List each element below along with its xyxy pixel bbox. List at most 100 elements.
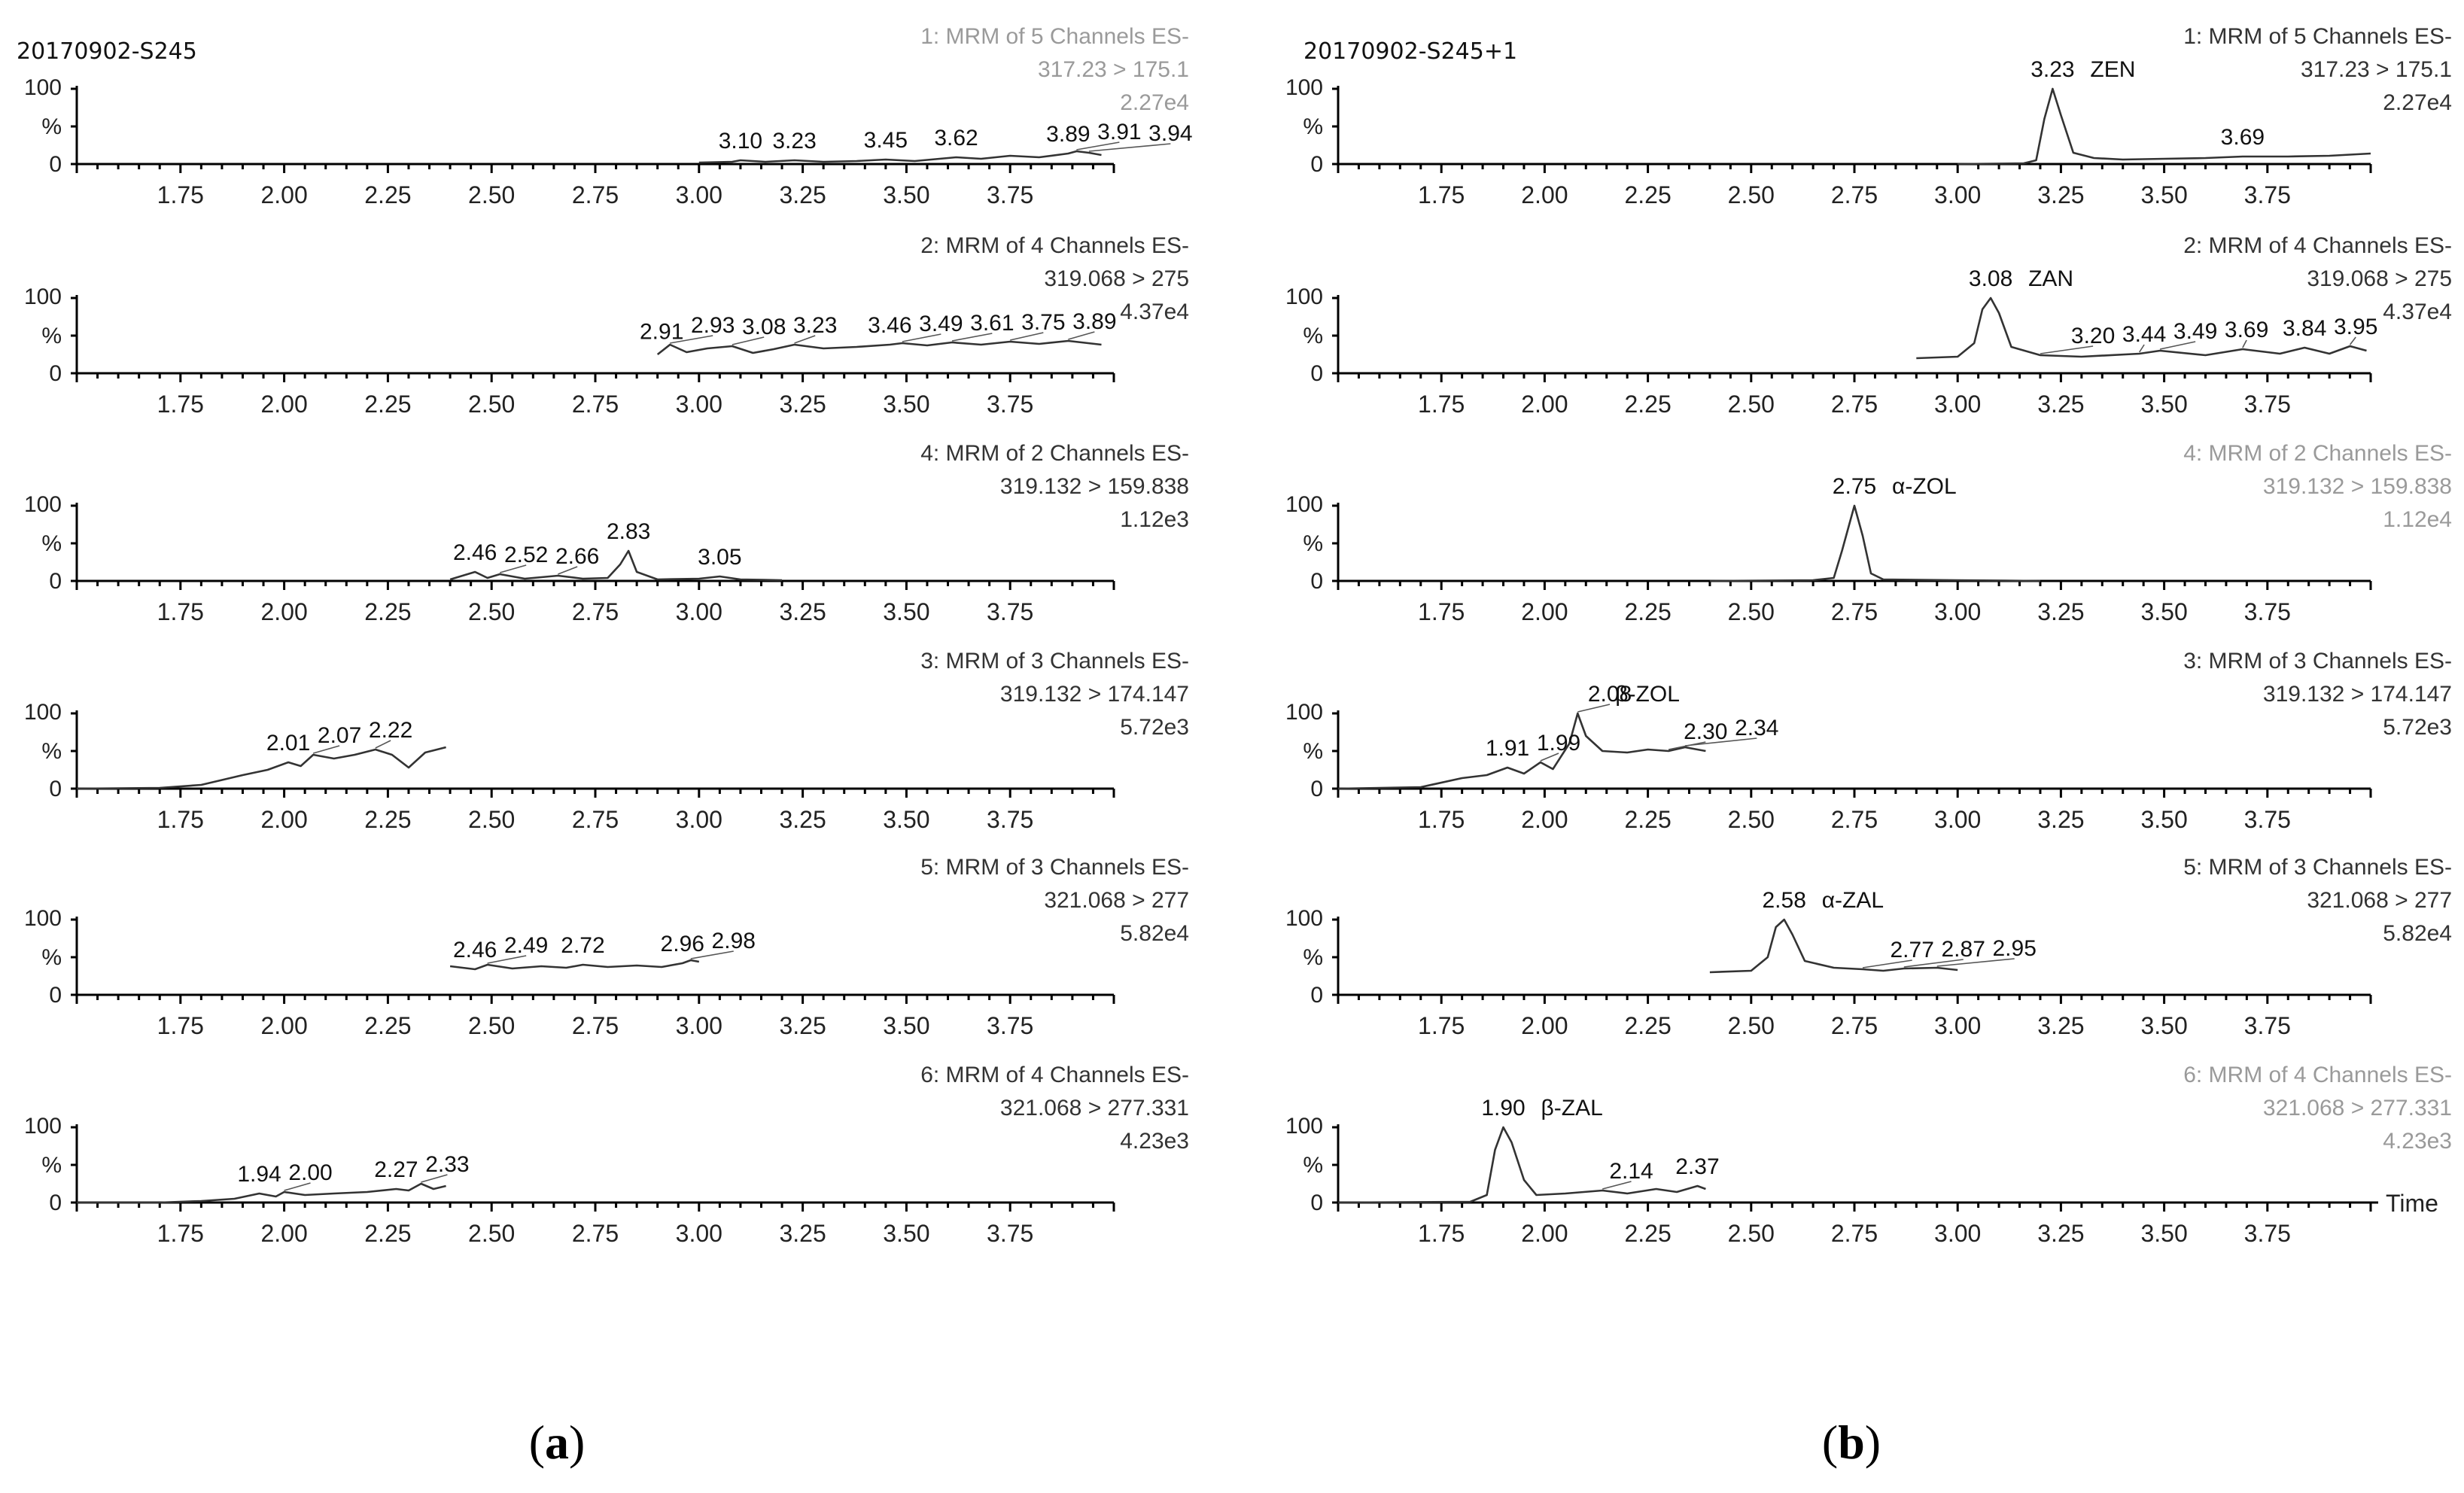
x-tick-label: 3.00 xyxy=(1934,806,1981,833)
x-tick-label: 2.00 xyxy=(260,1220,307,1247)
x-tick-label: 1.75 xyxy=(1418,598,1465,625)
peak-label: 3.89 xyxy=(1072,309,1116,334)
x-tick-label: 2.75 xyxy=(572,1220,619,1247)
peak-leader xyxy=(375,740,391,749)
trace-info-line: 6: MRM of 4 Channels ES- xyxy=(2183,1063,2452,1087)
panel-label-a: (a) xyxy=(529,1415,586,1469)
compound-label: ZEN xyxy=(2090,57,2135,82)
trace-info-line: 321.068 > 277 xyxy=(1044,888,1189,913)
peak-leader xyxy=(732,336,765,345)
x-tick-label: 1.75 xyxy=(157,1012,204,1039)
compound-label: β-ZOL xyxy=(1615,682,1680,707)
x-tick-label: 3.25 xyxy=(2037,181,2084,208)
chart-a-6: 100% 0 1.75 2.00 2.25 2.50 2.75 3.00 3.25 3.50 3.7… xyxy=(24,1063,1189,1247)
chromatogram-traces: 100% 0 1.75 2.00 2.25 2.50 2.75 3.00 3.25 3.50 3.7… xyxy=(24,24,2452,1247)
peak-label: 2.75 xyxy=(1833,474,1876,499)
trace-line xyxy=(698,150,1102,164)
y-tick-label: 100 xyxy=(1285,492,1323,517)
trace-info-line: 5: MRM of 3 Channels ES- xyxy=(2183,855,2452,880)
peak-label: 3.45 xyxy=(864,128,908,153)
y-tick-label: 0 xyxy=(1310,777,1323,801)
y-tick-label: % xyxy=(1303,945,1323,970)
sample-id-b: 20170902-S245+1 xyxy=(1303,38,1517,65)
trace-info-line: 1.12e4 xyxy=(2383,507,2452,532)
trace-info-line: 319.068 > 275 xyxy=(1044,266,1189,291)
peak-label: 2.34 xyxy=(1735,716,1778,740)
chart-b-6: 100% 0 1.75 2.00 2.25 2.50 2.75 3.00 3.25 3.50 3.7… xyxy=(1285,1063,2452,1247)
peak-label: 2.27 xyxy=(374,1157,418,1182)
chart-b-5: 100% 0 1.75 2.00 2.25 2.50 2.75 3.00 3.25 3.50 3.7… xyxy=(1285,855,2452,1039)
x-tick-label: 3.25 xyxy=(779,181,826,208)
x-tick-label: 2.75 xyxy=(572,181,619,208)
trace-info-line: 3: MRM of 3 Channels ES- xyxy=(2183,649,2452,674)
y-tick-label: % xyxy=(41,324,62,348)
peak-leader xyxy=(284,1182,311,1191)
x-tick-label: 2.75 xyxy=(572,1012,619,1039)
peak-label: 2.66 xyxy=(555,544,599,569)
peak-leader xyxy=(670,335,713,344)
x-tick-label: 3.75 xyxy=(2244,391,2291,418)
x-tick-label: 2.50 xyxy=(468,806,515,833)
trace-info-line: 1: MRM of 5 Channels ES- xyxy=(2183,24,2452,49)
peak-label: 2.07 xyxy=(318,723,361,748)
x-tick-label: 3.50 xyxy=(2140,391,2187,418)
compound-label: β-ZAL xyxy=(1541,1096,1603,1121)
x-tick-label: 3.25 xyxy=(779,391,826,418)
peak-label: 1.91 xyxy=(1486,736,1529,761)
trace-info-line: 3: MRM of 3 Channels ES- xyxy=(920,649,1189,674)
x-tick-label: 2.75 xyxy=(1831,598,1878,625)
y-tick-label: % xyxy=(41,114,62,139)
x-tick-label: 3.50 xyxy=(2140,181,2187,208)
trace-info-line: 319.068 > 275 xyxy=(2307,266,2452,291)
y-tick-label: % xyxy=(41,1153,62,1178)
panel-label-b: (b) xyxy=(1822,1415,1881,1469)
x-tick-label: 3.00 xyxy=(676,1220,722,1247)
trace-info-line: 319.132 > 174.147 xyxy=(2263,682,2452,707)
trace-line xyxy=(76,746,446,790)
y-tick-label: % xyxy=(1303,531,1323,556)
x-tick-label: 2.50 xyxy=(1728,806,1775,833)
x-tick-label: 3.75 xyxy=(2244,1220,2291,1247)
peak-leader xyxy=(2159,341,2196,350)
trace-line xyxy=(1337,712,1706,790)
x-tick-label: 2.25 xyxy=(364,598,411,625)
x-tick-label: 2.25 xyxy=(364,1012,411,1039)
trace-info-line: 319.132 > 159.838 xyxy=(2263,474,2452,499)
x-tick-label: 1.75 xyxy=(157,181,204,208)
x-tick-label: 3.50 xyxy=(2140,1220,2187,1247)
y-tick-label: 100 xyxy=(24,75,62,100)
trace-info-line: 2.27e4 xyxy=(2383,90,2452,115)
x-tick-label: 2.00 xyxy=(260,806,307,833)
peak-leader xyxy=(2349,336,2356,345)
x-tick-label: 1.75 xyxy=(157,1220,204,1247)
peak-leader xyxy=(2242,339,2247,348)
x-tick-label: 3.00 xyxy=(1934,1220,1981,1247)
peak-label: 3.61 xyxy=(970,311,1014,336)
trace-info-line: 5.82e4 xyxy=(2383,921,2452,946)
peak-leader xyxy=(1862,959,1912,968)
x-tick-label: 1.75 xyxy=(1418,1012,1465,1039)
peak-label: 1.90 xyxy=(1481,1096,1525,1121)
x-tick-label: 3.00 xyxy=(676,806,722,833)
y-tick-label: 100 xyxy=(24,492,62,517)
peak-label: 3.23 xyxy=(793,313,837,338)
x-tick-label: 2.50 xyxy=(1728,598,1775,625)
x-tick-label: 1.75 xyxy=(157,598,204,625)
peak-leader xyxy=(1010,332,1044,341)
y-tick-label: % xyxy=(1303,114,1323,139)
x-tick-label: 2.50 xyxy=(468,181,515,208)
x-tick-label: 2.00 xyxy=(260,598,307,625)
x-tick-label: 2.50 xyxy=(468,391,515,418)
trace-line xyxy=(77,1182,446,1204)
x-tick-label: 3.50 xyxy=(883,1012,929,1039)
trace-line xyxy=(1916,296,2367,360)
x-tick-label: 2.75 xyxy=(572,391,619,418)
x-tick-label: 1.75 xyxy=(1418,1220,1465,1247)
x-tick-label: 1.75 xyxy=(157,806,204,833)
trace-info-line: 1.12e3 xyxy=(1120,507,1189,532)
peak-label: 3.94 xyxy=(1148,121,1192,146)
x-tick-label: 2.50 xyxy=(468,598,515,625)
peak-label: 2.98 xyxy=(712,929,756,953)
y-tick-label: 0 xyxy=(49,152,62,177)
